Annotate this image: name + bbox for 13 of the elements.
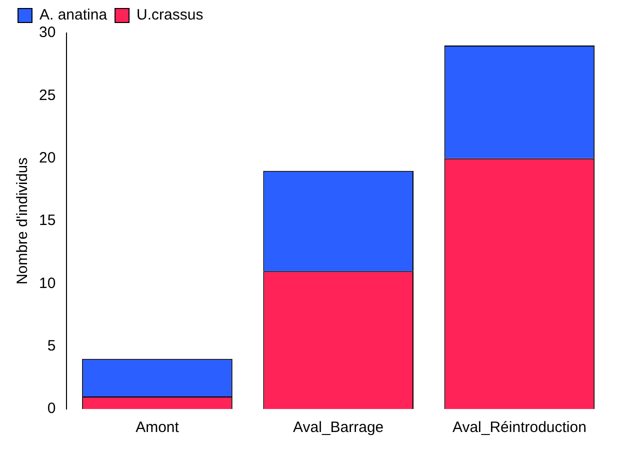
y-axis-title: Nombre d'individus [14, 157, 32, 285]
y-tick-label: 20 [38, 149, 56, 166]
y-tick-label: 25 [38, 86, 56, 104]
y-tick-label: 5 [47, 337, 56, 354]
x-tick-label: Aval_Réintroduction [452, 419, 586, 436]
y-tick-label: 30 [38, 24, 56, 42]
x-tick-label: Aval_Barrage [293, 419, 384, 436]
legend-label: U.crassus [136, 6, 204, 24]
x-tick-label: Amont [136, 419, 180, 436]
y-tick-label: 0 [47, 400, 56, 418]
y-tick-label: 15 [38, 212, 56, 230]
y-tick-label: 10 [38, 274, 56, 292]
legend-label: A. anatina [40, 6, 108, 24]
